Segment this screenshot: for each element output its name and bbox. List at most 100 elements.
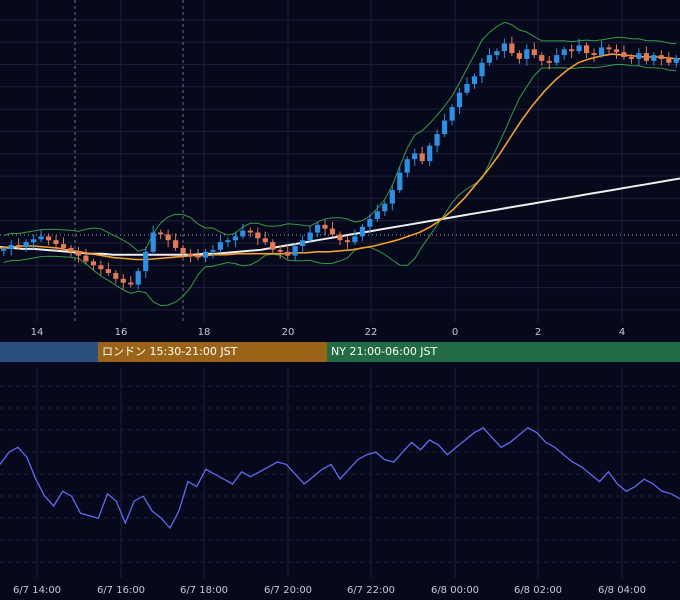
candle-body (367, 219, 373, 227)
session-tokyo (0, 342, 98, 362)
session-bar: ロンドン 15:30-21:00 JST NY 21:00-06:00 JST (0, 342, 680, 362)
candle-body (173, 240, 179, 248)
candle-body (427, 145, 433, 162)
hour-tick-label: 22 (365, 327, 378, 338)
candle-body (8, 245, 14, 249)
candle-body (113, 273, 119, 279)
date-tick-label: 6/8 02:00 (514, 585, 562, 596)
candle-body (165, 234, 171, 241)
candle-body (546, 60, 552, 63)
candle-body (591, 53, 597, 55)
candle-body (180, 247, 186, 254)
candle-body (300, 240, 306, 246)
candle-body (412, 153, 418, 160)
candle-body (539, 55, 545, 61)
candle-body (31, 239, 37, 243)
candle-body (666, 58, 672, 63)
candle-body (643, 53, 649, 61)
candle-body (75, 251, 81, 256)
candle-body (128, 282, 134, 285)
candle-body (531, 49, 537, 56)
candle-body (262, 238, 268, 243)
candle-body (217, 242, 223, 250)
candle-body (419, 153, 425, 162)
candle-body (23, 242, 29, 247)
candle-body (16, 245, 22, 247)
hour-tick-label: 4 (619, 327, 625, 338)
candle-body (1, 248, 7, 251)
candle-body (442, 120, 448, 135)
oscillator-line (0, 426, 680, 530)
candle-body (329, 228, 336, 235)
candle-body (337, 234, 343, 241)
ma-short-line (0, 53, 680, 261)
hour-axis: 14 16 18 20 22 0 2 4 (0, 322, 680, 340)
candle-body (516, 53, 522, 59)
candle-body (673, 58, 679, 63)
candle-body (135, 271, 141, 285)
hour-tick-label: 18 (198, 327, 211, 338)
candle-body (434, 134, 440, 146)
candle-body (456, 92, 463, 108)
candle-body (576, 45, 582, 52)
candle-body (68, 247, 74, 252)
candle-body (636, 53, 642, 59)
hour-tick-label: 16 (115, 327, 128, 338)
candle-body (359, 226, 365, 237)
oscillator-chart[interactable] (0, 368, 680, 578)
candle-body (598, 47, 605, 56)
oscillator-chart-canvas[interactable] (0, 368, 680, 578)
candle-body (651, 55, 657, 61)
candle-body (344, 240, 351, 243)
date-axis-canvas: 6/7 14:00 6/7 16:00 6/7 18:00 6/7 20:00 6/7 … (13, 585, 646, 596)
hour-axis-bg (0, 322, 680, 340)
candle-body (210, 249, 216, 252)
bollinger-lower (3, 63, 677, 307)
candle-body (322, 224, 328, 229)
candle-body (307, 232, 313, 241)
candle-body (292, 246, 298, 256)
candle-body (150, 232, 156, 252)
session-ny: NY 21:00-06:00 JST (327, 342, 680, 362)
candle-body (501, 43, 507, 52)
candle-body (202, 251, 209, 258)
candle-body (270, 242, 276, 250)
hour-tick-label: 20 (282, 327, 295, 338)
candle-body (554, 55, 560, 63)
candle-body (98, 265, 104, 270)
candle-body (486, 55, 492, 63)
candle-body (494, 51, 500, 56)
candle-body (397, 172, 403, 191)
candle-body (240, 230, 246, 237)
price-chart[interactable] (0, 0, 680, 322)
candle-body (38, 236, 44, 240)
candle-body (658, 55, 664, 59)
candle-body (53, 240, 59, 245)
candle-body (561, 49, 567, 56)
candle-body (232, 236, 238, 241)
candle-body (389, 190, 395, 204)
candle-body (449, 107, 455, 121)
date-tick-label: 6/7 18:00 (180, 585, 228, 596)
candle-body (524, 49, 530, 59)
candle-body (60, 244, 67, 248)
candle-body (255, 232, 261, 239)
candle-body (315, 224, 321, 233)
date-tick-label: 6/7 20:00 (264, 585, 312, 596)
candle-body (613, 49, 620, 53)
candle-body (285, 251, 291, 256)
candle-body (225, 240, 231, 243)
price-chart-canvas[interactable] (0, 0, 680, 322)
candle-body (606, 47, 612, 50)
bollinger-upper (3, 21, 677, 252)
candle-body (382, 203, 388, 212)
hour-tick-label: 0 (452, 327, 458, 338)
candle-body (584, 45, 590, 54)
date-tick-label: 6/8 00:00 (431, 585, 479, 596)
candle-body (120, 278, 126, 283)
candle-body (83, 255, 89, 262)
date-axis: 6/7 14:00 6/7 16:00 6/7 18:00 6/7 20:00 6/7 … (0, 578, 680, 600)
candle-body (352, 236, 358, 243)
candle-body (105, 269, 111, 273)
date-tick-label: 6/7 16:00 (97, 585, 145, 596)
